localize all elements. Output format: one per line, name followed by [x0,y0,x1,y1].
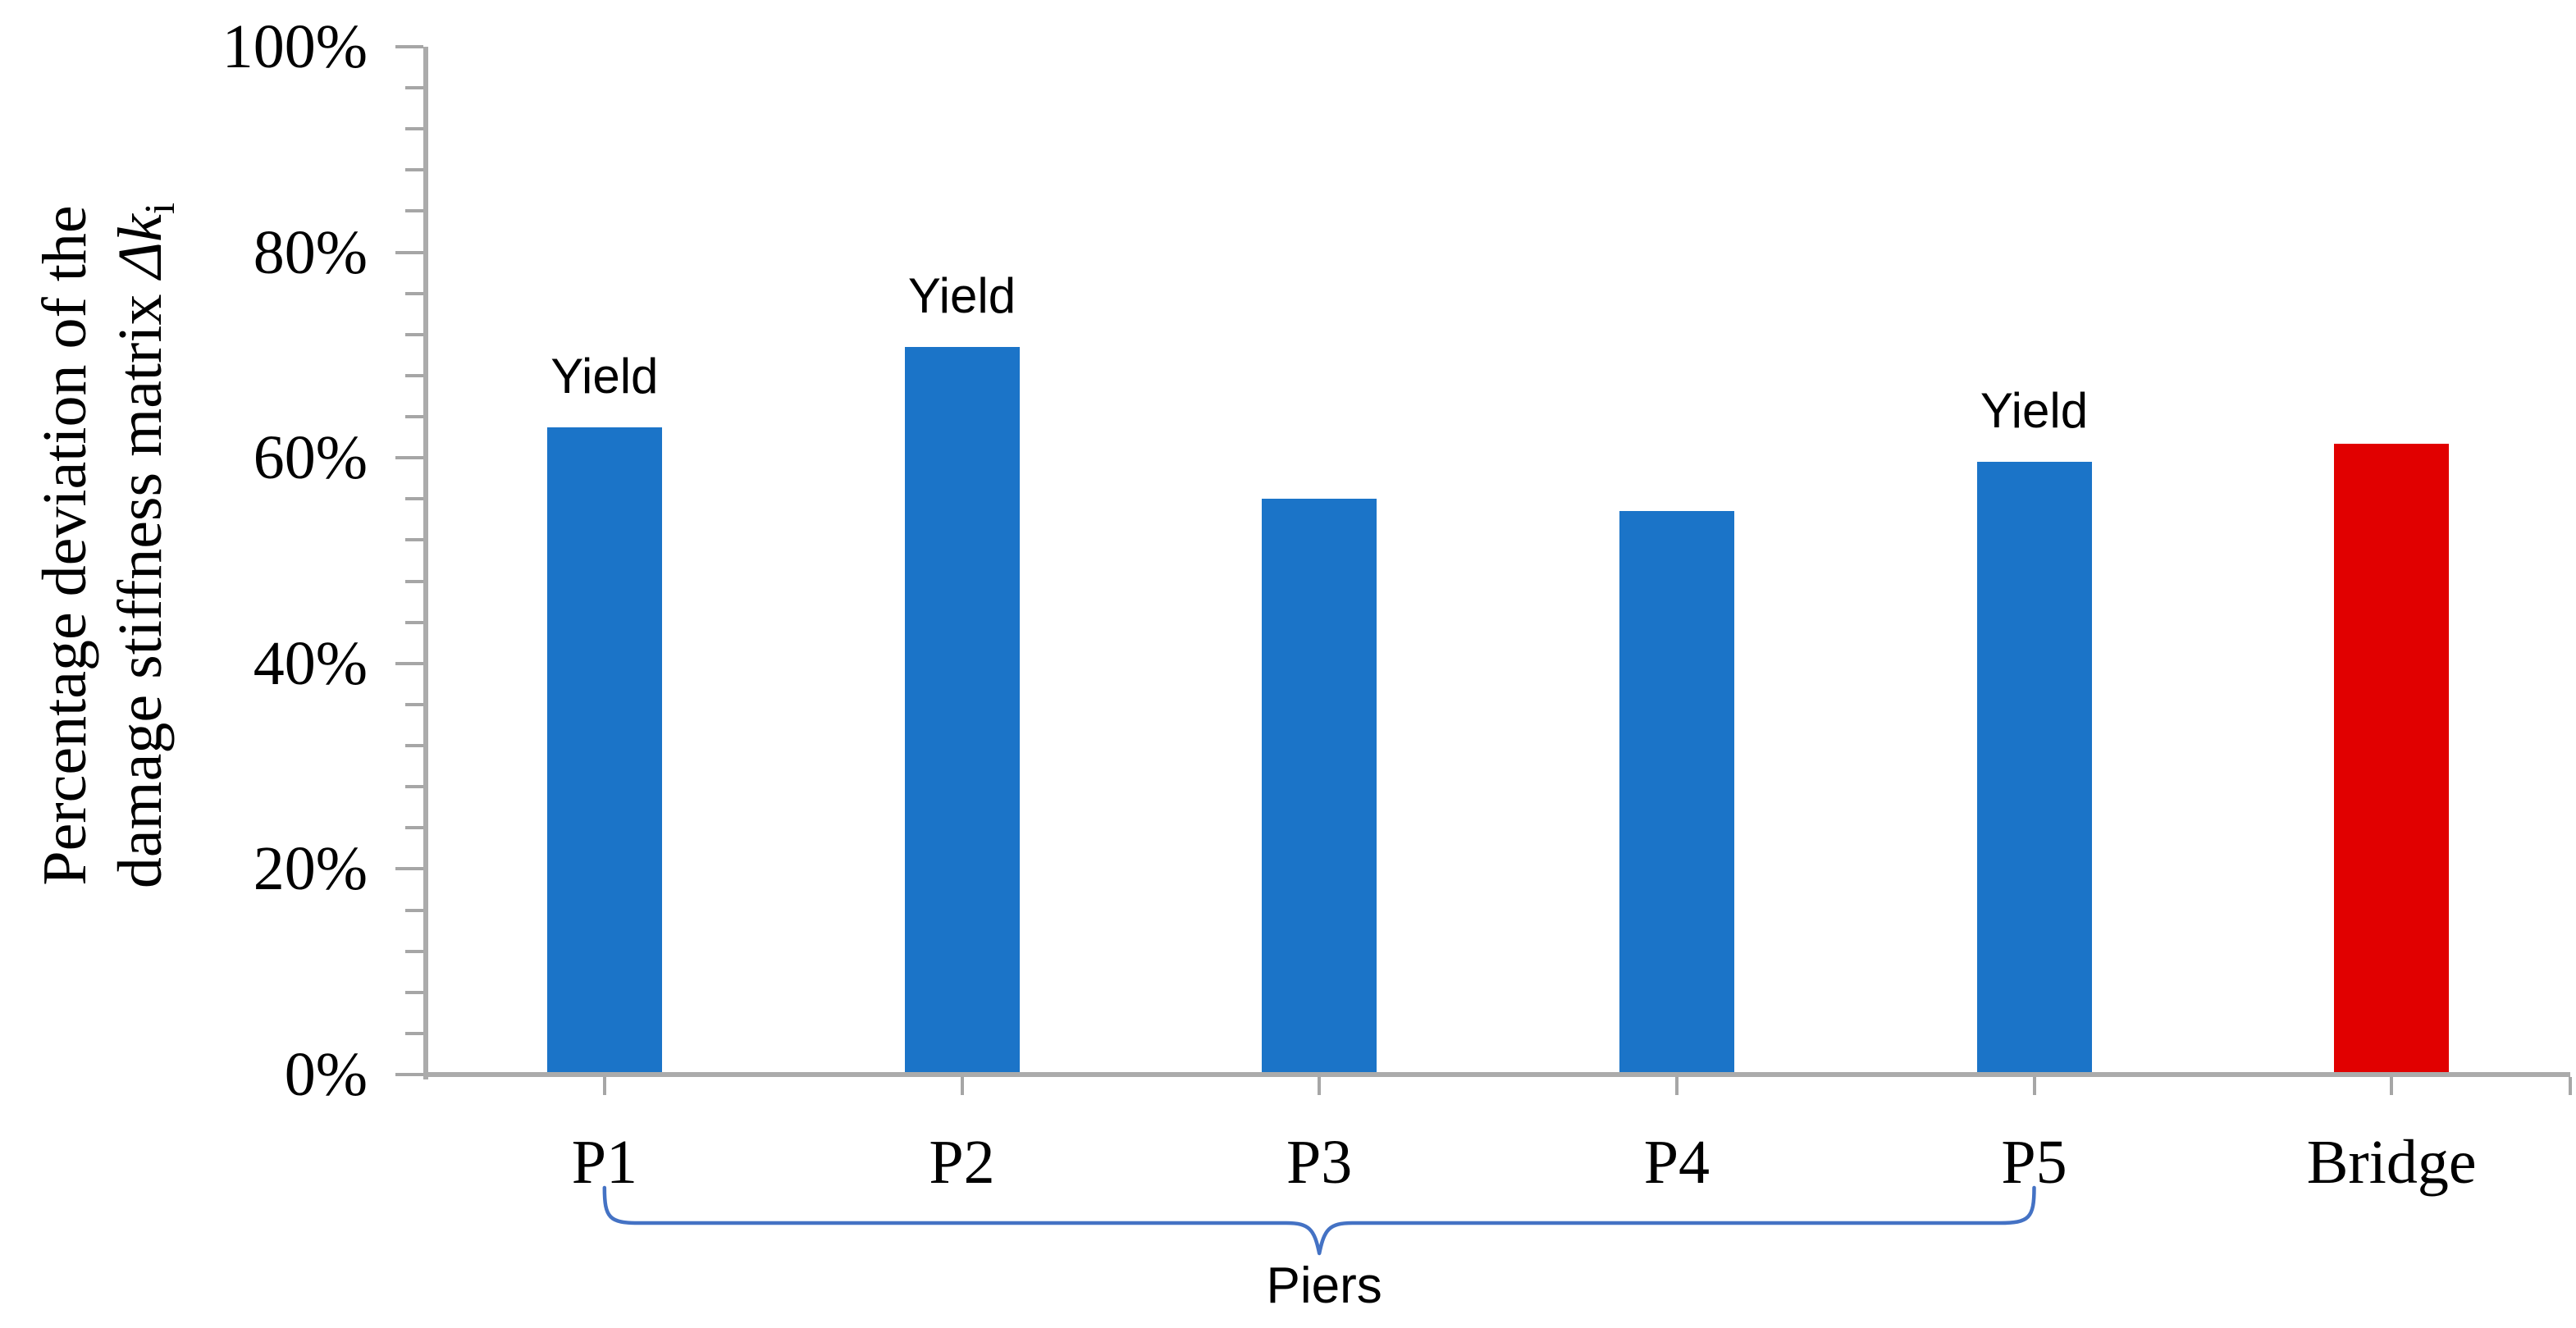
y-minor-tick-96 [405,86,423,90]
x-tick-P2 [960,1077,964,1095]
y-tick-label-20: 20% [253,834,368,904]
x-axis-line [423,1072,2570,1077]
y-minor-tick-48 [405,579,423,583]
y-tick-label-0: 0% [284,1040,368,1109]
x-tick-Bridge [2390,1077,2394,1095]
y-minor-tick-92 [405,127,423,131]
y-tick-label-40: 40% [253,628,368,698]
bar-P5 [1976,462,2092,1075]
x-category-label-P5: P5 [2001,1128,2067,1197]
yield-annotation-P2: Yield [907,267,1016,323]
y-major-tick-20 [395,867,423,871]
y-minor-tick-36 [405,702,423,706]
y-minor-tick-76 [405,291,423,295]
y-minor-tick-56 [405,497,423,501]
x-category-label-P3: P3 [1286,1128,1353,1197]
x-category-label-P1: P1 [571,1128,637,1197]
bar-P3 [1262,499,1377,1075]
x-tick-P1 [602,1077,606,1095]
y-tick-label-80: 80% [253,217,368,287]
y-minor-tick-72 [405,332,423,336]
y-axis-line [423,47,428,1079]
y-minor-tick-44 [405,620,423,624]
y-major-tick-0 [395,1073,423,1076]
y-minor-tick-16 [405,908,423,912]
y-major-tick-100 [395,45,423,48]
y-minor-tick-28 [405,785,423,789]
x-category-label-P4: P4 [1643,1128,1710,1197]
y-minor-tick-32 [405,744,423,748]
y-tick-label-100: 100% [222,12,368,81]
bar-P4 [1619,511,1734,1075]
x-tick-axis-end [2569,1077,2572,1095]
yield-annotation-P5: Yield [1980,383,2089,439]
brace-path [602,1185,2036,1256]
y-minor-tick-12 [405,949,423,953]
bar-Bridge [2334,443,2450,1075]
y-major-tick-40 [395,661,423,665]
y-major-tick-80 [395,250,423,254]
y-minor-tick-68 [405,373,423,377]
bar-P2 [904,346,1020,1075]
y-minor-tick-88 [405,168,423,172]
y-minor-tick-24 [405,826,423,830]
yield-annotation-P1: Yield [550,348,659,404]
y-minor-tick-52 [405,538,423,542]
x-tick-P3 [1318,1077,1322,1095]
x-tick-P5 [2032,1077,2036,1095]
y-minor-tick-8 [405,990,423,994]
y-tick-label-60: 60% [253,423,368,493]
bar-P1 [546,427,662,1075]
y-minor-tick-84 [405,209,423,213]
y-major-tick-60 [395,456,423,460]
piers-group-label: Piers [1266,1257,1382,1314]
x-category-label-Bridge: Bridge [2306,1128,2477,1197]
y-minor-tick-4 [405,1031,423,1035]
x-tick-P4 [1674,1077,1679,1095]
y-minor-tick-64 [405,415,423,419]
x-category-label-P2: P2 [929,1128,995,1197]
